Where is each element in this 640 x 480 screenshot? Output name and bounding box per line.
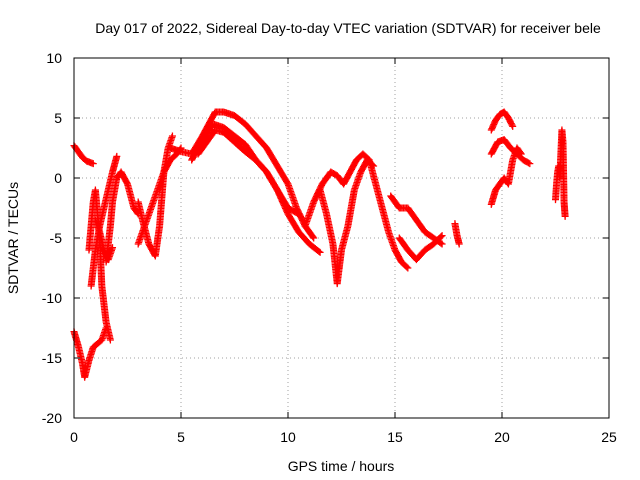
data-point bbox=[168, 132, 176, 140]
x-tick-label: 20 bbox=[494, 429, 510, 445]
data-point bbox=[561, 212, 569, 220]
data-point bbox=[455, 240, 463, 248]
y-tick-label: -20 bbox=[42, 410, 62, 426]
series-arc-15 bbox=[395, 232, 446, 264]
series-arc-16 bbox=[451, 220, 463, 248]
grid-lines bbox=[74, 58, 609, 418]
data-point bbox=[369, 161, 377, 169]
series-arc-9 bbox=[166, 108, 318, 242]
series-arc-12 bbox=[301, 150, 412, 272]
data-points bbox=[70, 108, 569, 381]
x-tick-label: 15 bbox=[387, 429, 403, 445]
data-point bbox=[508, 121, 516, 129]
data-point bbox=[106, 336, 114, 344]
data-point bbox=[310, 234, 318, 242]
axis-ticks bbox=[73, 57, 610, 419]
x-tick-label: 5 bbox=[177, 429, 185, 445]
y-tick-label: 10 bbox=[46, 50, 62, 66]
data-point bbox=[316, 248, 324, 256]
series-arc-8 bbox=[134, 144, 185, 248]
y-tick-labels: 10 5 0 -5 -10 -15 -20 bbox=[42, 50, 62, 426]
data-point bbox=[516, 149, 524, 157]
y-tick-label: -10 bbox=[42, 290, 62, 306]
data-point bbox=[293, 209, 301, 217]
y-tick-label: -15 bbox=[42, 350, 62, 366]
series-arc-19 bbox=[487, 144, 525, 208]
data-point bbox=[403, 263, 411, 271]
data-point bbox=[113, 152, 121, 160]
data-point bbox=[526, 160, 534, 168]
series-arc-14 bbox=[387, 192, 446, 248]
data-point bbox=[509, 122, 517, 130]
series-arc-1 bbox=[70, 142, 97, 168]
x-axis-label: GPS time / hours bbox=[288, 458, 395, 474]
x-tick-label: 25 bbox=[601, 429, 617, 445]
y-tick-label: 0 bbox=[54, 170, 62, 186]
series-arc-11 bbox=[194, 126, 324, 256]
y-axis-label: SDTVAR / TECUs bbox=[5, 182, 21, 294]
data-point bbox=[525, 159, 533, 167]
series-arc-6 bbox=[91, 216, 117, 264]
data-point bbox=[315, 247, 323, 255]
y-tick-label: 5 bbox=[54, 110, 62, 126]
data-point bbox=[89, 160, 97, 168]
data-point bbox=[109, 244, 117, 252]
series-arc-17 bbox=[487, 108, 517, 134]
x-tick-label: 10 bbox=[280, 429, 296, 445]
series-arc-13 bbox=[316, 156, 378, 288]
x-tick-labels: 0 5 10 15 20 25 bbox=[70, 429, 617, 445]
data-point bbox=[295, 210, 303, 218]
data-point bbox=[438, 232, 446, 240]
data-point bbox=[404, 264, 412, 272]
x-tick-label: 0 bbox=[70, 429, 78, 445]
data-point bbox=[517, 150, 525, 158]
data-point bbox=[309, 233, 317, 241]
series-arc-20 bbox=[552, 126, 569, 220]
y-tick-label: -5 bbox=[50, 230, 63, 246]
data-point bbox=[437, 233, 445, 241]
data-point bbox=[438, 240, 446, 248]
data-point bbox=[437, 239, 445, 247]
chart-title: Day 017 of 2022, Sidereal Day-to-day VTE… bbox=[95, 20, 601, 36]
data-point bbox=[370, 162, 378, 170]
